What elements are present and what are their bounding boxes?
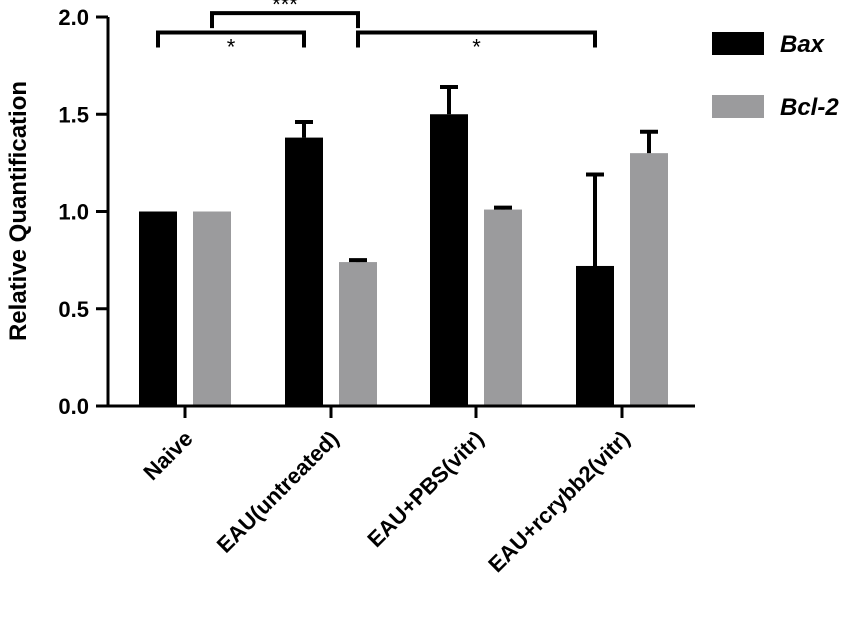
significance-bracket [356,30,597,48]
bar-bcl2-1 [339,262,377,406]
x-tick-label: EAU+rcrybb2(vitr) [483,426,634,577]
x-ticks-group: Naive EAU(untreated) EAU+PBS(vitr)EAU+rcry… [138,406,635,577]
significance-group: ***** [156,0,597,60]
y-tick-label: 0.5 [58,297,89,322]
legend-swatch [712,32,764,55]
legend: Bax Bcl-2 [712,31,839,121]
y-tick-label: 0.0 [58,394,89,419]
bar-bcl2-3 [630,153,668,406]
bar-bcl2-0 [193,211,231,406]
y-axis-title: Relative Quantification [5,81,32,341]
bar-bax-0 [139,211,177,406]
bar-bax-2 [430,114,468,406]
bar-bax-1 [285,137,323,406]
legend-label: Bax [780,31,826,58]
significance-bracket [210,11,360,29]
y-ticks-group: 0.0 0.5 1.0 1.5 2.0 [58,5,108,419]
error-bars-group [295,85,658,266]
significance-bracket [156,30,306,48]
legend-label: Bcl-2 [780,94,839,121]
x-tick-label: EAU(untreated) [212,426,344,558]
x-tick-label: EAU+PBS(vitr) [362,426,488,552]
bar-bax-3 [576,265,614,406]
y-tick-label: 2.0 [58,5,89,30]
bar-bcl2-2 [484,209,522,406]
significance-label: * [227,35,236,60]
y-tick-label: 1.0 [58,200,89,225]
significance-label: * [472,35,481,60]
significance-label: *** [272,0,298,17]
bars-group [139,114,668,406]
legend-swatch [712,95,764,118]
y-tick-label: 1.5 [58,102,89,127]
x-tick-label: Naive [138,426,197,485]
